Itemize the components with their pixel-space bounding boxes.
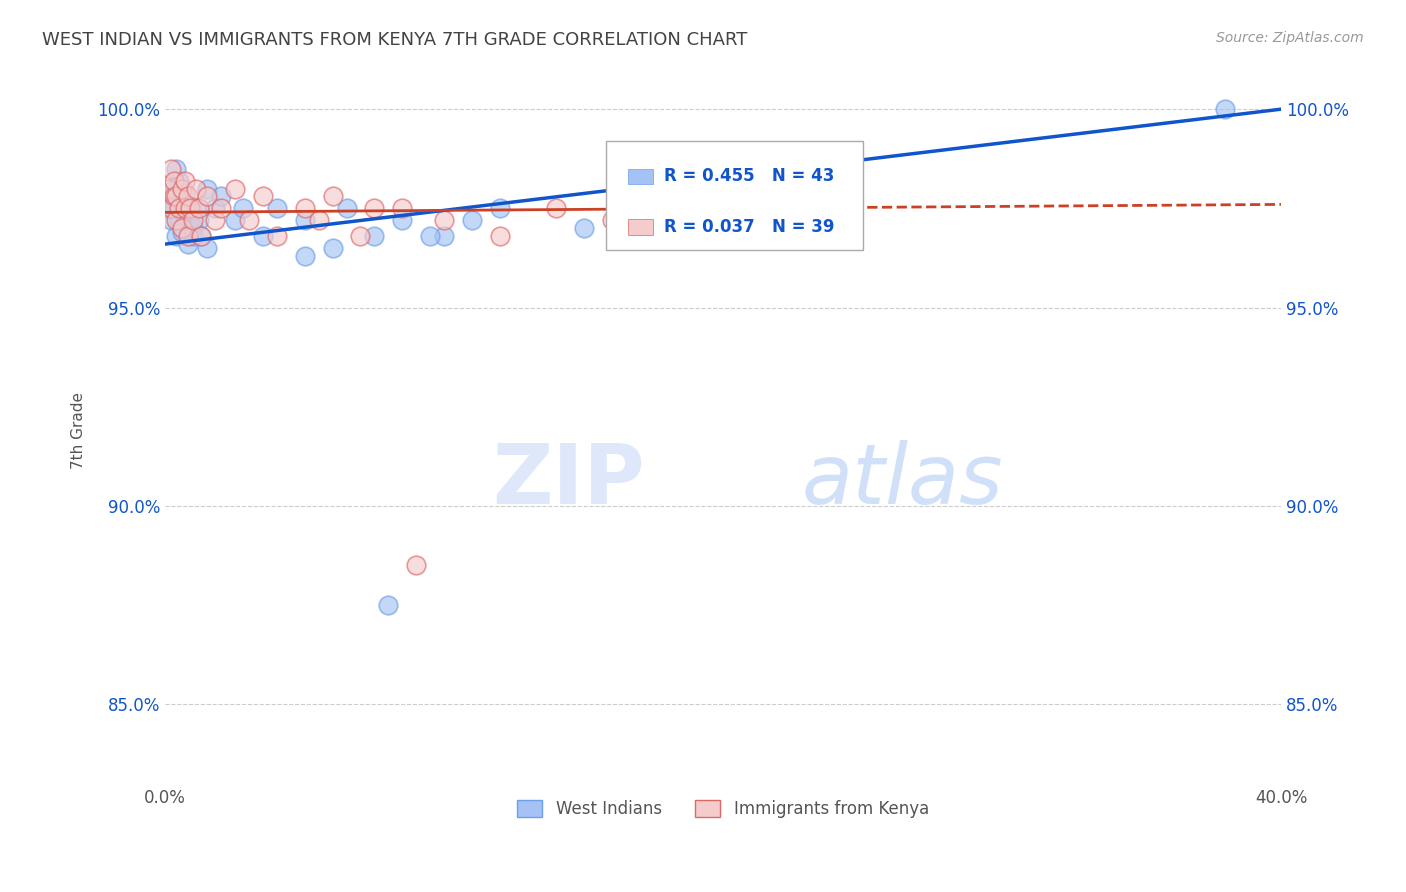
Point (162, 189, 184, 203)
Point (195, 189, 218, 203)
Point (335, 202, 357, 216)
Point (391, 202, 413, 216)
Point (238, 213, 260, 227)
Point (156, 181, 179, 195)
Point (363, 229, 385, 244)
Text: ZIP: ZIP (492, 440, 645, 521)
Point (165, 161, 187, 176)
Point (176, 202, 198, 216)
Point (266, 229, 288, 244)
Point (294, 249, 316, 263)
Point (204, 202, 226, 216)
Point (209, 189, 232, 203)
Point (173, 202, 195, 216)
Text: R = 0.037   N = 39: R = 0.037 N = 39 (664, 219, 834, 236)
Point (165, 213, 187, 227)
Point (322, 189, 344, 203)
Point (187, 202, 209, 216)
Point (433, 213, 456, 227)
Point (159, 161, 181, 176)
Legend: West Indians, Immigrants from Kenya: West Indians, Immigrants from Kenya (510, 793, 935, 825)
Point (162, 173, 184, 187)
Point (544, 202, 567, 216)
Point (195, 241, 218, 255)
Point (572, 221, 595, 235)
Point (252, 189, 274, 203)
Point (167, 202, 190, 216)
Point (179, 213, 201, 227)
Point (294, 213, 316, 227)
Point (181, 229, 204, 244)
Point (170, 225, 193, 239)
Point (184, 202, 207, 216)
Point (209, 202, 232, 216)
Point (165, 189, 187, 203)
Point (156, 202, 179, 216)
Point (170, 181, 193, 195)
Point (489, 229, 512, 244)
Point (433, 229, 456, 244)
Point (363, 202, 385, 216)
Point (224, 213, 246, 227)
Point (179, 202, 201, 216)
Point (173, 173, 195, 187)
Point (204, 213, 226, 227)
Point (190, 229, 212, 244)
Point (489, 202, 512, 216)
Point (322, 241, 344, 255)
Point (600, 213, 623, 227)
Point (349, 229, 371, 244)
Point (308, 213, 330, 227)
Point (159, 202, 181, 216)
Point (419, 229, 441, 244)
Point (184, 181, 207, 195)
Point (711, 202, 734, 216)
Point (176, 237, 198, 252)
FancyBboxPatch shape (606, 141, 862, 251)
Point (391, 213, 413, 227)
Point (176, 189, 198, 203)
Point (195, 181, 218, 195)
Point (405, 558, 427, 573)
Point (187, 213, 209, 227)
Point (181, 213, 204, 227)
Point (159, 189, 181, 203)
Point (165, 229, 187, 244)
Point (190, 229, 212, 244)
Point (181, 221, 204, 235)
Point (173, 186, 195, 200)
Point (170, 221, 193, 235)
Point (377, 598, 399, 612)
Point (266, 202, 288, 216)
Y-axis label: 7th Grade: 7th Grade (72, 392, 86, 469)
FancyBboxPatch shape (628, 219, 652, 235)
Point (824, 213, 846, 227)
Text: atlas: atlas (801, 440, 1002, 521)
Point (170, 202, 193, 216)
FancyBboxPatch shape (628, 169, 652, 184)
Point (252, 229, 274, 244)
Point (294, 202, 316, 216)
Point (232, 202, 254, 216)
Point (176, 229, 198, 244)
Point (167, 213, 190, 227)
Point (167, 173, 190, 187)
Point (173, 210, 195, 224)
Point (162, 181, 184, 195)
Point (162, 202, 184, 216)
Point (224, 181, 246, 195)
Point (796, 229, 818, 244)
Text: WEST INDIAN VS IMMIGRANTS FROM KENYA 7TH GRADE CORRELATION CHART: WEST INDIAN VS IMMIGRANTS FROM KENYA 7TH… (42, 31, 748, 49)
Text: R = 0.455   N = 43: R = 0.455 N = 43 (664, 168, 834, 186)
Point (159, 213, 181, 227)
Point (1213, 102, 1236, 116)
Text: Source: ZipAtlas.com: Source: ZipAtlas.com (1216, 31, 1364, 45)
Point (461, 213, 484, 227)
